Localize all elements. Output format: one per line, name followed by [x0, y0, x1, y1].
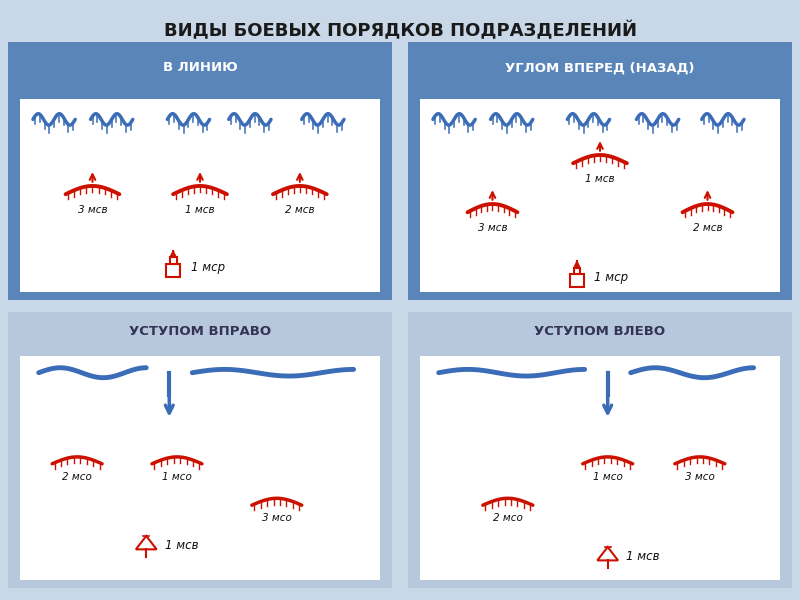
- FancyBboxPatch shape: [8, 312, 392, 588]
- Text: 1 мсв: 1 мсв: [185, 205, 215, 215]
- Text: 1 мсо: 1 мсо: [162, 472, 192, 482]
- Text: УСТУПОМ ВПРАВО: УСТУПОМ ВПРАВО: [129, 325, 271, 338]
- Bar: [574, 268, 580, 274]
- Text: 2 мсо: 2 мсо: [62, 472, 92, 482]
- Text: 3 мсв: 3 мсв: [478, 223, 507, 233]
- Text: 1 мсо: 1 мсо: [593, 472, 622, 482]
- FancyBboxPatch shape: [419, 356, 781, 580]
- Text: ВИДЫ БОЕВЫХ ПОРЯДКОВ ПОДРАЗДЕЛЕНИЙ: ВИДЫ БОЕВЫХ ПОРЯДКОВ ПОДРАЗДЕЛЕНИЙ: [163, 21, 637, 40]
- Text: 3 мсо: 3 мсо: [262, 514, 292, 523]
- Bar: [166, 264, 180, 277]
- FancyBboxPatch shape: [8, 42, 392, 300]
- Text: 2 мсв: 2 мсв: [285, 205, 314, 215]
- Text: 1 мсв: 1 мсв: [165, 539, 198, 552]
- FancyBboxPatch shape: [408, 312, 792, 588]
- Text: В ЛИНИЮ: В ЛИНИЮ: [162, 61, 238, 74]
- Text: 3 мсо: 3 мсо: [685, 472, 714, 482]
- FancyBboxPatch shape: [419, 99, 781, 292]
- FancyBboxPatch shape: [19, 99, 381, 292]
- Text: УСТУПОМ ВЛЕВО: УСТУПОМ ВЛЕВО: [534, 325, 666, 338]
- Text: 1 мсв: 1 мсв: [626, 550, 660, 563]
- Bar: [170, 257, 177, 264]
- Text: УГЛОМ ВПЕРЕД (НАЗАД): УГЛОМ ВПЕРЕД (НАЗАД): [506, 61, 694, 74]
- Text: 2 мсо: 2 мсо: [493, 514, 522, 523]
- FancyBboxPatch shape: [19, 356, 381, 580]
- Text: 2 мсв: 2 мсв: [693, 223, 722, 233]
- Text: 1 мср: 1 мср: [190, 260, 225, 274]
- Text: 3 мсв: 3 мсв: [78, 205, 107, 215]
- FancyBboxPatch shape: [408, 42, 792, 300]
- Text: 1 мсв: 1 мсв: [585, 173, 615, 184]
- Bar: [570, 274, 584, 287]
- Text: 1 мср: 1 мср: [594, 271, 629, 284]
